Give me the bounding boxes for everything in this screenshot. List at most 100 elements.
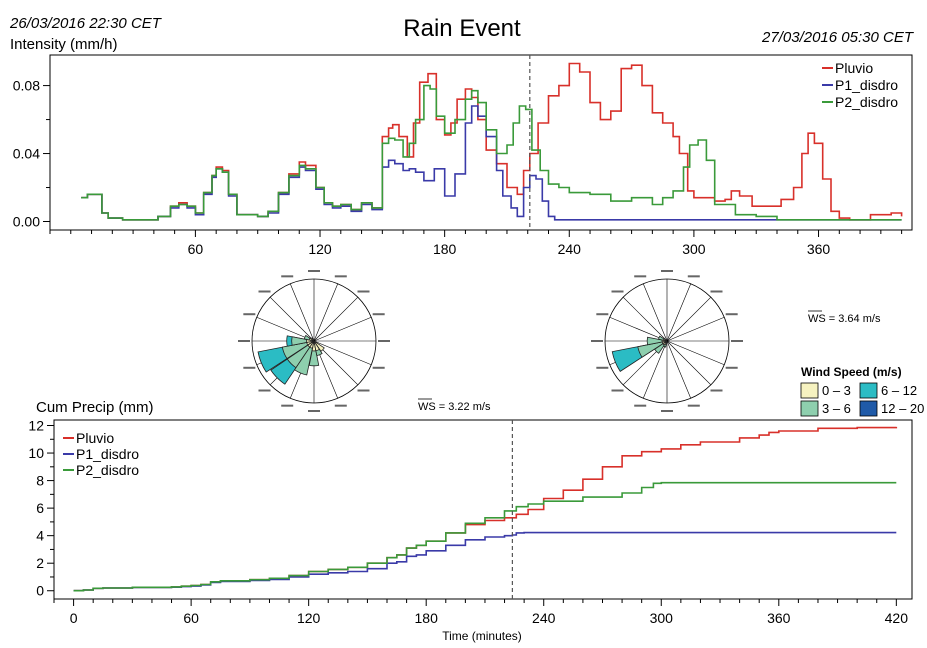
wind-rose-1-mean-speed: WS = 3.22 m/s: [418, 401, 491, 413]
rose-spoke: [256, 316, 315, 342]
y-tick-label: 2: [36, 555, 44, 571]
rose-petal: [646, 336, 668, 346]
x-tick-label: 240: [558, 241, 582, 257]
x-tick-label: 60: [183, 610, 199, 626]
series-line-pluvio: [73, 426, 898, 592]
rose-spoke: [666, 340, 725, 366]
rose-direction-mark: [258, 389, 271, 392]
rose-spoke: [666, 316, 725, 342]
rose-petal: [291, 336, 315, 346]
rose-spoke: [666, 340, 712, 386]
start-time-label: 26/03/2016 22:30 CET: [9, 15, 163, 32]
rose-direction-mark: [710, 389, 723, 392]
series-line-p2-disdro: [81, 84, 902, 221]
y-tick-label: 12: [28, 418, 44, 434]
y-tick-label: 0.04: [13, 146, 40, 162]
rose-direction-mark: [731, 340, 743, 342]
rose-direction-mark: [725, 313, 738, 316]
series-line-p1-disdro: [73, 531, 897, 592]
rose-spoke: [666, 283, 692, 342]
y-tick-label: 0.00: [13, 214, 40, 230]
rose-direction-mark: [611, 389, 624, 392]
rose-direction-mark: [372, 366, 385, 369]
x-tick-label: 180: [415, 610, 439, 626]
rose-petal: [294, 340, 315, 376]
wind-speed-swatch: [800, 382, 819, 399]
rose-direction-mark: [661, 410, 673, 412]
legend-label: P1_disdro: [76, 446, 139, 462]
wind-rose-2-mean-speed: WS = 3.64 m/s: [808, 313, 881, 325]
x-tick-label: 300: [650, 610, 674, 626]
rose-direction-mark: [591, 340, 603, 342]
legend-label: P1_disdro: [835, 77, 898, 93]
rose-spoke: [313, 316, 372, 342]
rose-spoke: [642, 283, 668, 342]
rose-petal: [313, 340, 325, 352]
y-tick-label: 6: [36, 500, 44, 516]
series-line-p1-disdro: [81, 105, 902, 221]
intensity-plot-frame: [49, 54, 913, 231]
wind-speed-legend: Wind Speed (m/s) 0 – 3 3 – 6 6 – 12 12 – 20: [800, 365, 924, 417]
legend-label: Pluvio: [76, 430, 114, 446]
rose-direction-mark: [634, 404, 647, 407]
cumulative-y-axis-title: Cum Precip (mm): [36, 399, 154, 416]
x-tick-label: 120: [297, 610, 321, 626]
rose-direction-mark: [308, 270, 320, 272]
legend-label: Pluvio: [835, 60, 873, 76]
rose-direction-mark: [281, 275, 294, 278]
rose-petal: [664, 340, 668, 346]
rose-spoke: [622, 296, 668, 342]
rose-direction-mark: [611, 290, 624, 293]
intensity-chart: Intensity (mm/h) 60 120 180 240 300 360 0.00 0.…: [10, 36, 913, 257]
legend-label: P2_disdro: [835, 94, 898, 110]
rose-direction-mark: [243, 313, 256, 316]
rose-direction-mark: [687, 275, 700, 278]
wind-speed-legend-title: Wind Speed (m/s): [801, 365, 902, 379]
wind-speed-swatch: [800, 400, 819, 417]
y-tick-label: 0: [36, 583, 44, 599]
x-tick-label: 60: [188, 241, 204, 257]
rose-spoke: [313, 296, 359, 342]
rose-spoke: [666, 296, 712, 342]
rose-direction-mark: [596, 366, 609, 369]
rose-direction-mark: [725, 366, 738, 369]
y-tick-label: 8: [36, 473, 44, 489]
cumulative-chart: Cum Precip (mm) 0 60 120 180 240 300 360 420 0 2 4…: [28, 399, 913, 643]
rose-spoke: [313, 340, 372, 366]
rose-direction-mark: [334, 404, 347, 407]
series-line-p2-disdro: [73, 481, 897, 592]
rose-direction-mark: [243, 366, 256, 369]
rose-direction-mark: [710, 290, 723, 293]
rose-direction-mark: [372, 313, 385, 316]
series-line-pluvio: [81, 62, 903, 221]
wind-speed-label: 3 – 6: [822, 401, 851, 416]
rose-spoke: [642, 340, 668, 399]
wind-speed-swatch: [859, 400, 878, 417]
wind-speed-label: 0 – 3: [822, 383, 851, 398]
x-tick-label: 0: [70, 610, 78, 626]
x-axis-title: Time (minutes): [442, 629, 522, 643]
x-tick-label: 240: [532, 610, 556, 626]
rose-spoke: [609, 316, 668, 342]
rose-direction-mark: [357, 389, 370, 392]
rose-direction-mark: [308, 410, 320, 412]
cumulative-plot-frame: [53, 419, 913, 600]
end-time-label: 27/03/2016 05:30 CET: [761, 29, 915, 46]
wind-speed-label: 12 – 20: [881, 401, 924, 416]
rose-direction-mark: [238, 340, 250, 342]
rose-direction-mark: [661, 270, 673, 272]
rose-direction-mark: [634, 275, 647, 278]
wind-speed-label: 6 – 12: [881, 383, 917, 398]
intensity-y-axis-title: Intensity (mm/h): [10, 36, 118, 53]
rose-petal: [637, 340, 668, 358]
y-tick-label: 10: [28, 445, 44, 461]
rose-petal: [281, 340, 315, 360]
wind-rose-2: [591, 270, 743, 412]
y-tick-label: 4: [36, 528, 44, 544]
rose-direction-mark: [334, 275, 347, 278]
x-tick-label: 360: [767, 610, 791, 626]
rose-petal: [308, 340, 320, 367]
